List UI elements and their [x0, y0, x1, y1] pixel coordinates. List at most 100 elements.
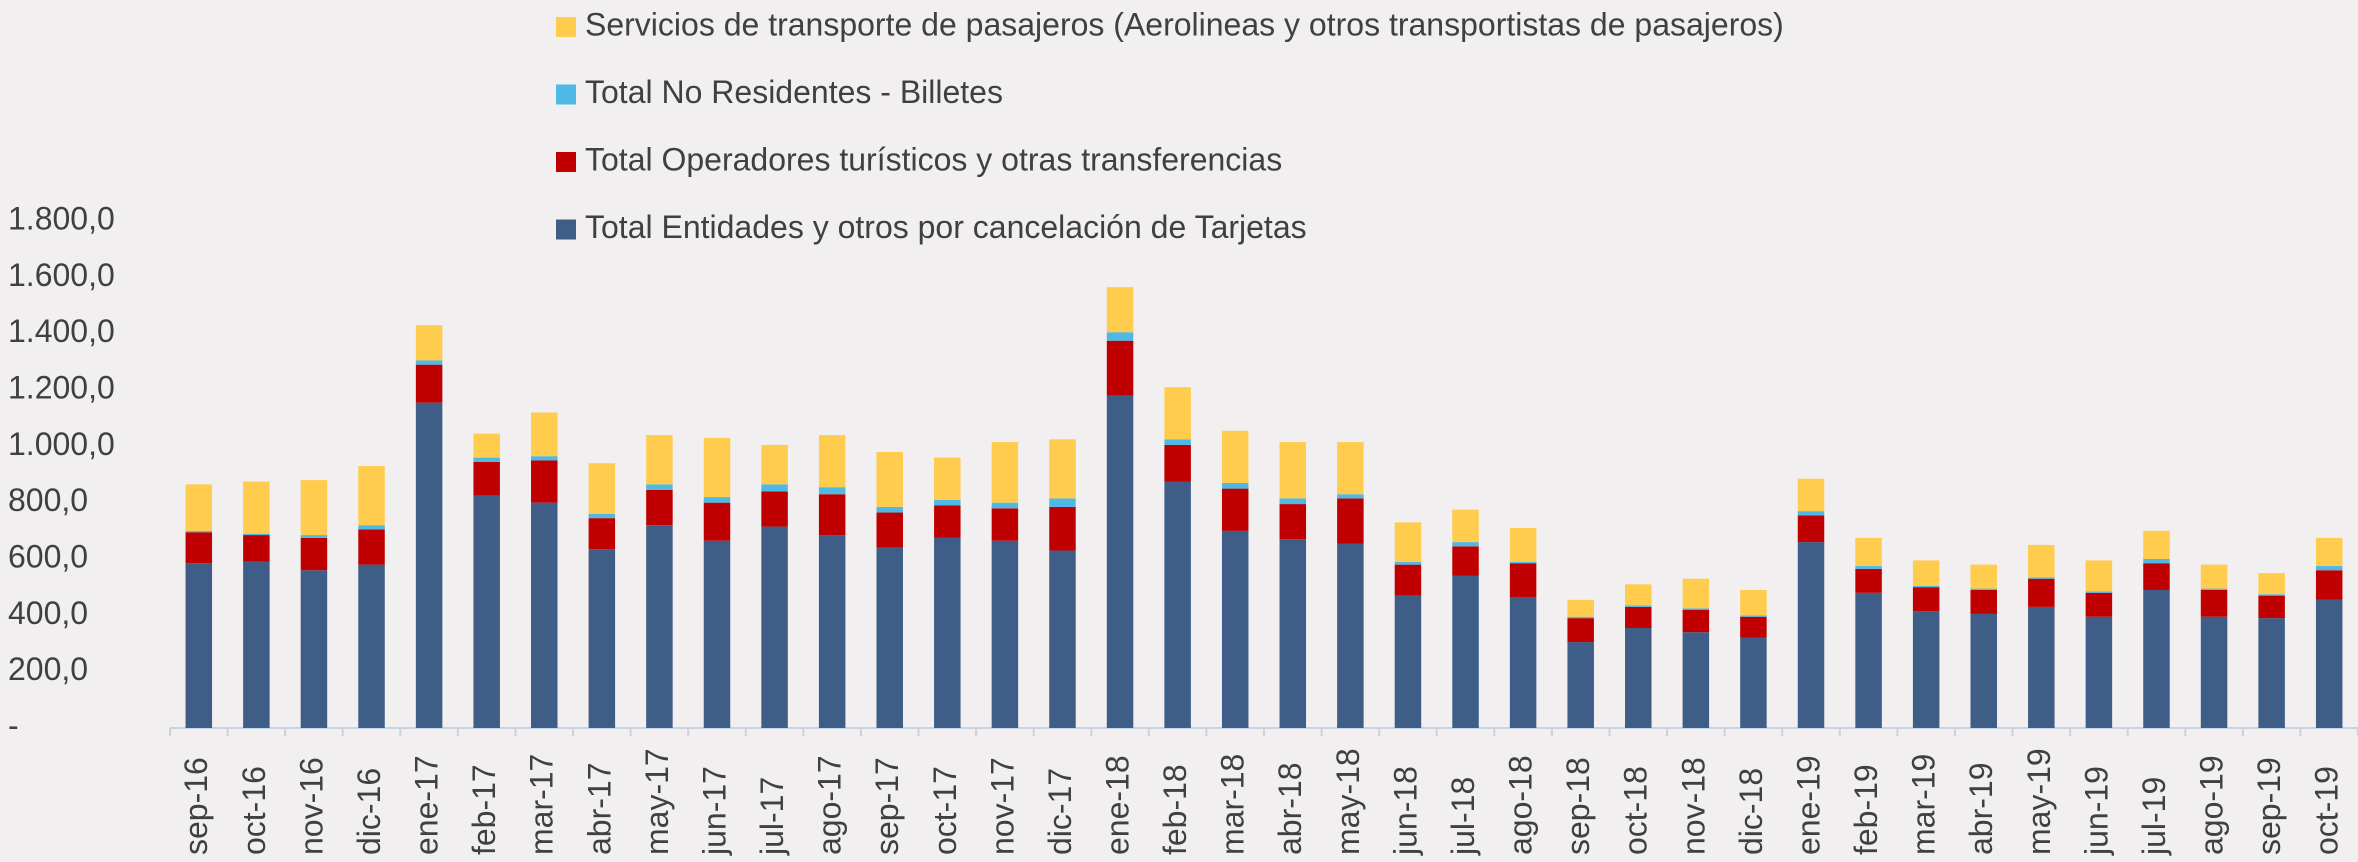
- x-tick-label: oct-17: [927, 766, 963, 855]
- y-tick-label: 600,0: [8, 538, 88, 574]
- x-tick-label: ago-17: [812, 755, 848, 855]
- x-tick-label: oct-16: [236, 766, 272, 855]
- bar-segment: [1452, 575, 1479, 728]
- bar-segment: [1452, 542, 1479, 547]
- bar-segment: [1970, 588, 1997, 590]
- bar-segment: [1394, 595, 1422, 728]
- bar-segment: [185, 563, 213, 728]
- bar-segment: [300, 480, 328, 536]
- bar-segment: [934, 499, 961, 506]
- x-tick-label: may-19: [2021, 748, 2057, 855]
- legend-swatch: [556, 152, 576, 172]
- bar-segment: [1625, 628, 1652, 728]
- x-tick-label: feb-19: [1848, 764, 1884, 855]
- bar-segment: [2258, 595, 2285, 619]
- bar-segment: [1912, 611, 1940, 728]
- bar-segment: [991, 540, 1019, 728]
- bar-segment: [1049, 550, 1076, 728]
- y-tick-label: 800,0: [8, 482, 88, 518]
- bar-segment: [1912, 585, 1940, 588]
- bar-segment: [703, 497, 731, 503]
- bar-segment: [1567, 616, 1594, 619]
- x-tick-label: ene-19: [1790, 755, 1826, 855]
- bar-segment: [243, 535, 270, 562]
- bar-segment: [1452, 546, 1479, 576]
- x-tick-label: abr-19: [1963, 763, 1999, 856]
- bar-segment: [2200, 616, 2228, 728]
- x-tick-label: mar-18: [1215, 754, 1251, 855]
- x-tick-label: oct-18: [1618, 766, 1654, 855]
- bar-segment: [2085, 616, 2113, 728]
- bar-segment: [2258, 573, 2285, 595]
- bar-segment: [1049, 498, 1076, 507]
- bar-segment: [1279, 539, 1307, 728]
- bar-segment: [1682, 632, 1710, 728]
- legend-swatch: [556, 17, 576, 37]
- bar-segment: [1394, 564, 1422, 596]
- bar-segment: [1221, 430, 1249, 483]
- y-tick-label: 1.000,0: [8, 426, 115, 462]
- bar-segment: [1337, 494, 1364, 499]
- bar-segment: [1509, 528, 1537, 562]
- bar-segment: [761, 444, 788, 485]
- bar-segment: [473, 495, 500, 728]
- x-tick-label: sep-18: [1560, 757, 1596, 855]
- bar-segment: [2085, 560, 2113, 592]
- bar-segment: [1221, 530, 1249, 728]
- bar-segment: [1797, 542, 1825, 728]
- bar-segment: [2315, 599, 2343, 728]
- legend-label: Servicios de transporte de pasajeros (Ae…: [585, 6, 1784, 42]
- bar-segment: [2143, 563, 2170, 590]
- bar-segment: [1970, 589, 1997, 614]
- bar-segment: [2028, 578, 2055, 607]
- bar-segment: [588, 518, 616, 550]
- bar-segment: [300, 535, 328, 538]
- x-tick-label: ago-19: [2194, 755, 2230, 855]
- bar-segment: [991, 442, 1019, 503]
- bar-segment: [1740, 616, 1767, 638]
- bar-segment: [1164, 481, 1191, 728]
- y-tick-label: -: [8, 707, 19, 743]
- bar-segment: [2200, 588, 2228, 590]
- bar-segment: [1394, 522, 1422, 562]
- x-tick-label: sep-16: [178, 757, 214, 855]
- bar-segment: [1279, 504, 1307, 540]
- x-tick-label: mar-19: [1906, 754, 1942, 855]
- bar-segment: [934, 457, 961, 500]
- bar-segment: [876, 512, 903, 548]
- bar-segment: [2315, 537, 2343, 567]
- bar-segment: [1106, 395, 1134, 728]
- x-tick-label: may-17: [639, 748, 675, 855]
- bar-segment: [1509, 561, 1537, 564]
- bar-segment: [1797, 511, 1825, 516]
- x-tick-label: oct-19: [2309, 766, 2345, 855]
- y-tick-label: 1.600,0: [8, 257, 115, 293]
- bar-segment: [473, 433, 500, 458]
- x-tick-label: ene-17: [409, 755, 445, 855]
- bar-segment: [876, 451, 903, 507]
- bar-segment: [2315, 570, 2343, 600]
- bar-segment: [300, 537, 328, 571]
- bar-segment: [588, 549, 616, 728]
- x-tick-label: sep-17: [869, 757, 905, 855]
- bar-segment: [1567, 618, 1594, 643]
- bar-segment: [358, 564, 385, 728]
- bar-segment: [1682, 609, 1710, 633]
- bar-segment: [1164, 387, 1191, 440]
- bar-segment: [646, 435, 673, 485]
- bar-segment: [646, 484, 673, 490]
- bar-segment: [1625, 605, 1652, 607]
- bar-segment: [358, 529, 385, 565]
- bar-segment: [1221, 488, 1249, 531]
- bar-segment: [1279, 442, 1307, 499]
- bar-segment: [1740, 637, 1767, 728]
- bar-segment: [243, 481, 270, 534]
- bar-segment: [703, 502, 731, 541]
- bar-segment: [1625, 584, 1652, 606]
- bar-segment: [2085, 592, 2113, 617]
- bar-segment: [1049, 506, 1076, 551]
- bar-segment: [1164, 439, 1191, 445]
- bar-segment: [1912, 560, 1940, 586]
- bar-segment: [1337, 498, 1364, 544]
- bar-segment: [1509, 563, 1537, 598]
